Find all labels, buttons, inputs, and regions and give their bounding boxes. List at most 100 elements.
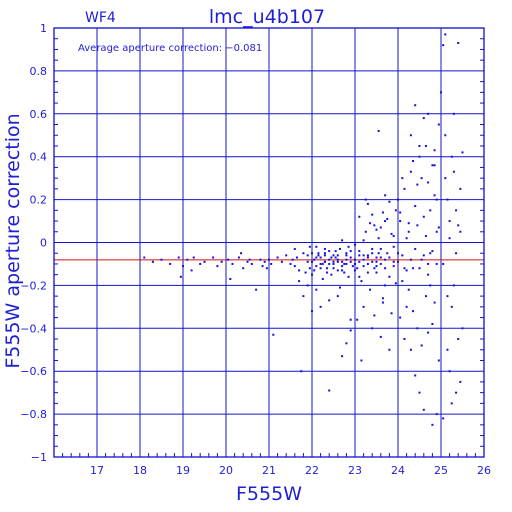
data-point — [190, 269, 193, 272]
data-point — [313, 269, 316, 272]
data-point — [455, 391, 458, 394]
data-point — [440, 91, 442, 94]
data-point — [414, 205, 417, 208]
data-point — [377, 252, 380, 255]
data-point — [293, 247, 296, 250]
data-point — [298, 280, 301, 283]
x-tick-label: 26 — [477, 464, 491, 477]
data-point — [379, 262, 382, 265]
data-point — [323, 254, 326, 257]
data-point — [330, 256, 333, 259]
data-point — [418, 267, 421, 270]
data-point — [343, 262, 346, 265]
data-point — [427, 273, 430, 276]
data-point — [422, 215, 425, 218]
data-point — [308, 245, 311, 248]
data-point — [229, 277, 232, 280]
data-point — [366, 271, 369, 274]
data-point — [375, 271, 378, 274]
data-point — [442, 417, 445, 420]
data-point — [409, 348, 412, 351]
data-points — [143, 33, 464, 426]
data-point — [338, 286, 341, 289]
data-point — [343, 271, 346, 274]
data-point — [371, 213, 374, 216]
data-point — [433, 164, 436, 167]
data-point — [347, 275, 350, 278]
data-point — [364, 230, 367, 233]
data-point — [397, 198, 399, 201]
data-point — [358, 250, 361, 253]
data-point — [336, 254, 339, 257]
data-point — [289, 262, 292, 265]
data-point — [418, 144, 421, 147]
data-point — [265, 267, 268, 270]
data-point — [351, 265, 354, 268]
data-point — [349, 250, 352, 253]
data-point — [291, 258, 294, 261]
x-axis-label: F555W — [236, 483, 302, 505]
data-point — [452, 284, 455, 287]
data-point — [412, 310, 415, 313]
data-point — [341, 355, 344, 358]
data-point — [242, 267, 245, 270]
data-point — [371, 247, 374, 250]
data-point — [437, 226, 440, 229]
data-point — [431, 423, 434, 426]
data-point — [362, 265, 365, 268]
data-point — [397, 252, 399, 255]
data-point — [332, 267, 335, 270]
data-point — [427, 112, 430, 115]
y-tick-label: 0.4 — [30, 151, 48, 164]
data-point — [390, 312, 393, 315]
data-point — [459, 230, 462, 233]
y-tick-label: 0.2 — [30, 194, 48, 207]
data-point — [317, 252, 320, 255]
data-point — [231, 262, 234, 265]
data-point — [407, 230, 410, 233]
data-point — [457, 338, 460, 341]
data-point — [302, 295, 305, 298]
data-point — [311, 260, 313, 263]
data-point — [459, 380, 462, 383]
data-point — [388, 275, 391, 278]
data-point — [182, 265, 184, 268]
data-point — [375, 228, 378, 231]
y-tick-label: 0.8 — [30, 65, 48, 78]
data-point — [362, 239, 365, 242]
data-point — [399, 316, 402, 319]
data-point — [420, 258, 423, 261]
data-point — [390, 232, 393, 235]
data-point — [349, 329, 352, 332]
data-point — [416, 327, 419, 330]
data-point — [345, 342, 348, 345]
data-point — [255, 288, 258, 291]
data-point — [457, 42, 460, 45]
data-point — [143, 256, 146, 259]
data-point — [429, 284, 432, 287]
data-point — [270, 262, 273, 265]
data-point — [442, 262, 445, 265]
data-point — [429, 209, 432, 212]
data-point — [373, 267, 376, 270]
data-point — [336, 269, 339, 272]
data-point — [326, 271, 329, 274]
data-point — [304, 271, 307, 274]
data-point — [268, 258, 270, 261]
data-point — [381, 301, 384, 304]
data-point — [366, 254, 369, 257]
data-point — [394, 282, 397, 285]
data-point — [323, 247, 326, 250]
data-point — [362, 254, 365, 257]
data-point — [358, 215, 361, 218]
x-tick-label: 24 — [391, 464, 405, 477]
data-point — [424, 295, 427, 298]
data-point — [373, 224, 376, 227]
data-point — [313, 258, 316, 261]
data-point — [169, 262, 172, 265]
data-point — [328, 299, 331, 302]
data-point — [427, 262, 430, 265]
data-point — [401, 254, 404, 257]
data-point — [199, 262, 202, 265]
data-point — [332, 254, 335, 257]
